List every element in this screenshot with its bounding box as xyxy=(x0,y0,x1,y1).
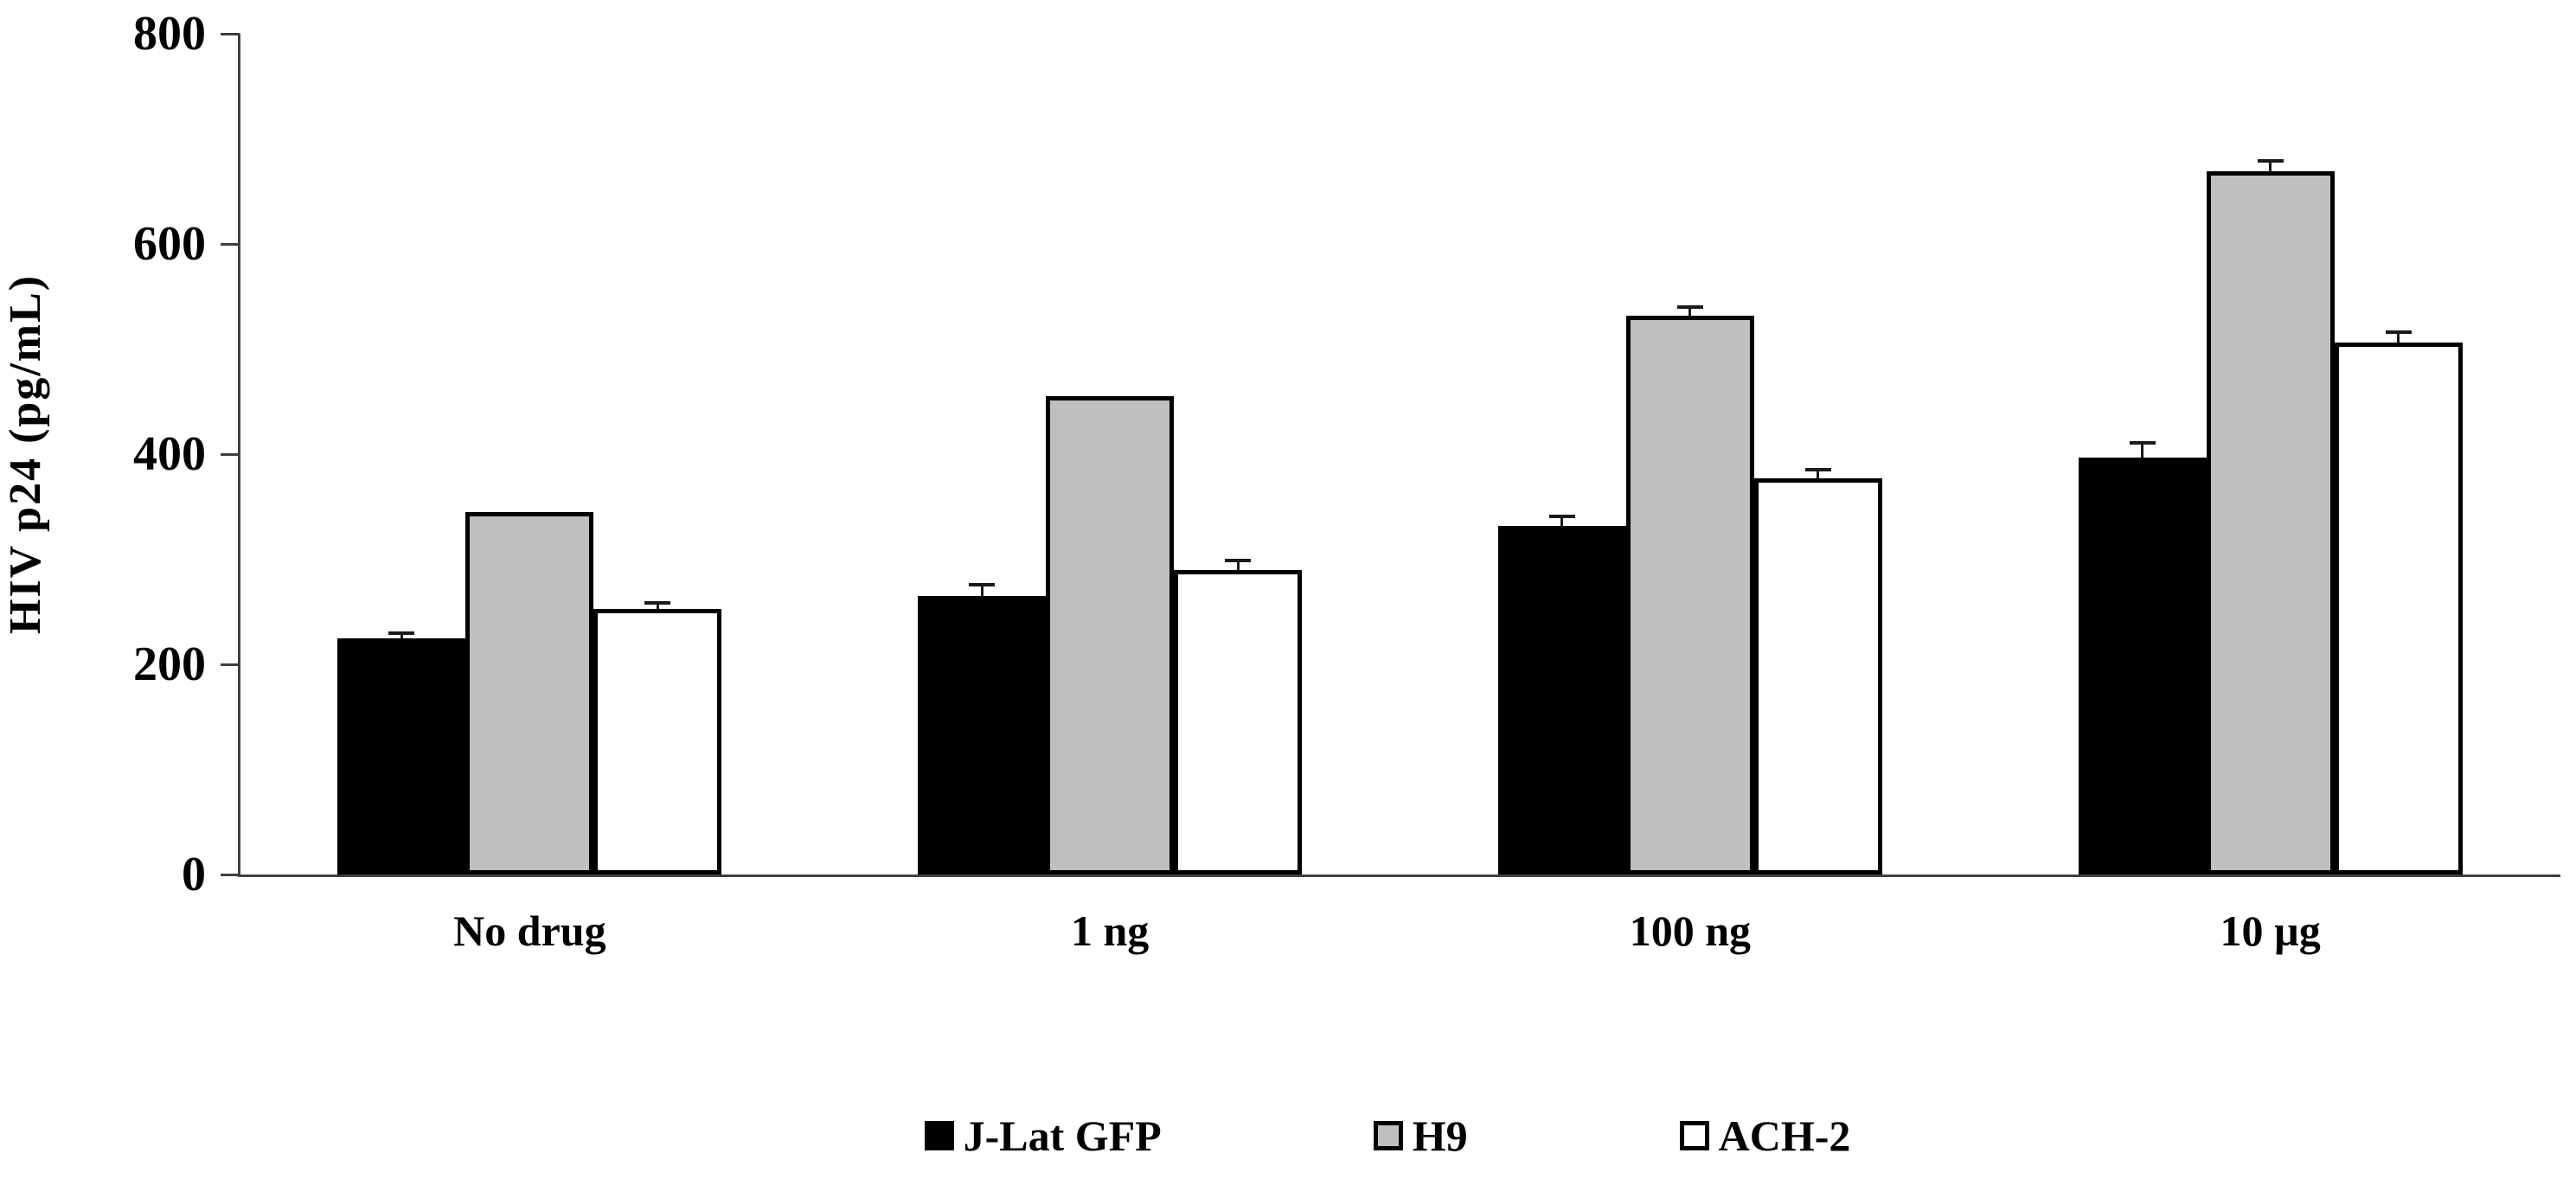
error-bar-stem xyxy=(400,634,403,638)
error-bar-stem xyxy=(1236,561,1240,570)
error-bar-stem xyxy=(1688,308,1692,316)
y-tick-label: 0 xyxy=(182,848,206,901)
error-bar-cap xyxy=(1225,559,1252,562)
bar-h9-10-g xyxy=(2206,171,2335,874)
error-bar-cap xyxy=(644,601,671,605)
x-axis-line xyxy=(238,874,2560,877)
error-bar-stem xyxy=(2269,162,2272,171)
y-tick-mark xyxy=(221,33,240,35)
legend-label: J-Lat GFP xyxy=(963,1112,1162,1160)
legend: J-Lat GFP H9 ACH-2 xyxy=(99,1114,2576,1157)
bar-j-lat-gfp-100-ng xyxy=(1497,526,1626,874)
y-tick-mark xyxy=(221,663,240,666)
legend-swatch-icon xyxy=(924,1121,954,1150)
bar-h9-no-drug xyxy=(465,512,594,874)
y-tick-mark xyxy=(221,243,240,246)
bar-h9-1-ng xyxy=(1046,396,1175,874)
bar-ach-2-no-drug xyxy=(593,609,722,874)
error-bar-cap xyxy=(2257,159,2284,163)
error-bar-cap xyxy=(2129,441,2156,445)
x-category-label: 10 µg xyxy=(2220,907,2321,955)
legend-label: ACH-2 xyxy=(1718,1112,1851,1160)
error-bar-cap xyxy=(1804,468,1831,471)
bar-j-lat-gfp-no-drug xyxy=(337,638,466,874)
legend-swatch-icon xyxy=(1373,1121,1403,1150)
y-tick-label: 200 xyxy=(133,637,206,691)
legend-item-ach-2: ACH-2 xyxy=(1679,1112,1851,1160)
error-bar-cap xyxy=(1676,305,1703,309)
bar-ach-2-100-ng xyxy=(1753,478,1882,874)
legend-item-j-lat-gfp: J-Lat GFP xyxy=(924,1112,1162,1160)
y-tick-mark xyxy=(221,453,240,456)
x-category-label: No drug xyxy=(453,907,606,955)
bar-ach-2-1-ng xyxy=(1174,570,1303,874)
error-bar-cap xyxy=(1548,515,1575,518)
error-bar-stem xyxy=(2141,444,2144,458)
error-bar-stem xyxy=(980,586,984,596)
bar-ach-2-10-g xyxy=(2334,343,2463,874)
error-bar-stem xyxy=(1817,471,1820,478)
y-tick-label: 600 xyxy=(133,217,206,271)
error-bar-stem xyxy=(656,604,659,609)
y-tick-mark xyxy=(221,874,240,876)
error-bar-stem xyxy=(1560,517,1564,526)
error-bar-stem xyxy=(2397,333,2400,343)
bar-j-lat-gfp-10-g xyxy=(2078,458,2207,874)
legend-item-h9: H9 xyxy=(1373,1112,1468,1160)
y-tick-label: 400 xyxy=(133,427,206,481)
x-category-label: 1 ng xyxy=(1070,907,1150,955)
error-bar-cap xyxy=(2385,330,2412,334)
legend-label: H9 xyxy=(1412,1112,1468,1160)
error-bar-cap xyxy=(969,583,996,586)
x-category-label: 100 ng xyxy=(1629,907,1752,955)
bar-j-lat-gfp-1-ng xyxy=(918,596,1047,874)
bar-h9-100-ng xyxy=(1625,316,1754,874)
y-tick-label: 800 xyxy=(133,7,206,61)
legend-swatch-icon xyxy=(1679,1121,1709,1150)
error-bar-cap xyxy=(388,631,415,635)
